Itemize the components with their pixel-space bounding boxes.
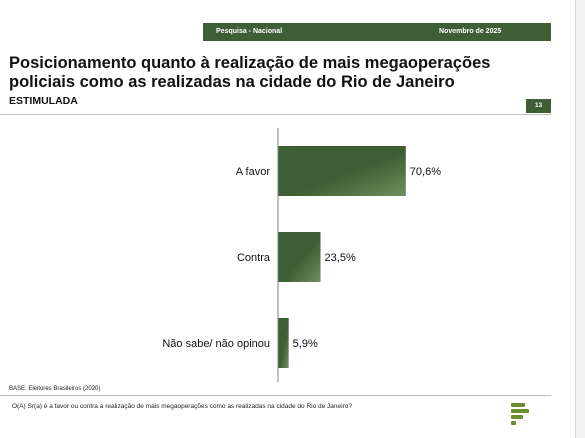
base-note: BASE: Eleitores Brasileiros (2020) (9, 386, 101, 392)
category-label-2: Não sabe/ não opinou (162, 338, 270, 350)
header-divider (0, 114, 551, 115)
survey-date: Novembro de 2025 (439, 28, 502, 35)
value-label-0: 70,6% (410, 166, 441, 178)
value-label-2: 5,9% (293, 338, 318, 350)
brand-logo-icon (511, 403, 529, 425)
page-subtitle: ESTIMULADA (9, 95, 78, 107)
value-label-1: 23,5% (325, 252, 356, 264)
bar-1 (278, 232, 321, 282)
survey-question: O(A) Sr(a) é a favor ou contra a realiza… (12, 403, 352, 410)
footer-divider (0, 395, 551, 396)
header-bar: Pesquisa - Nacional Novembro de 2025 (203, 23, 551, 41)
bar-2 (278, 318, 289, 368)
chart-bars: A favor 70,6% Contra 23,5% Não sabe/ não opi… (162, 146, 441, 368)
page-number-badge: 13 (526, 99, 551, 113)
page-title: Posicionamento quanto à realização de ma… (9, 54, 491, 91)
survey-name: Pesquisa - Nacional (216, 28, 283, 35)
category-label-1: Contra (237, 252, 271, 264)
bar-0 (278, 146, 406, 196)
bar-chart: A favor 70,6% Contra 23,5% Não sabe/ não opi… (162, 128, 441, 382)
category-label-0: A favor (236, 166, 271, 178)
window-edge (575, 0, 585, 438)
